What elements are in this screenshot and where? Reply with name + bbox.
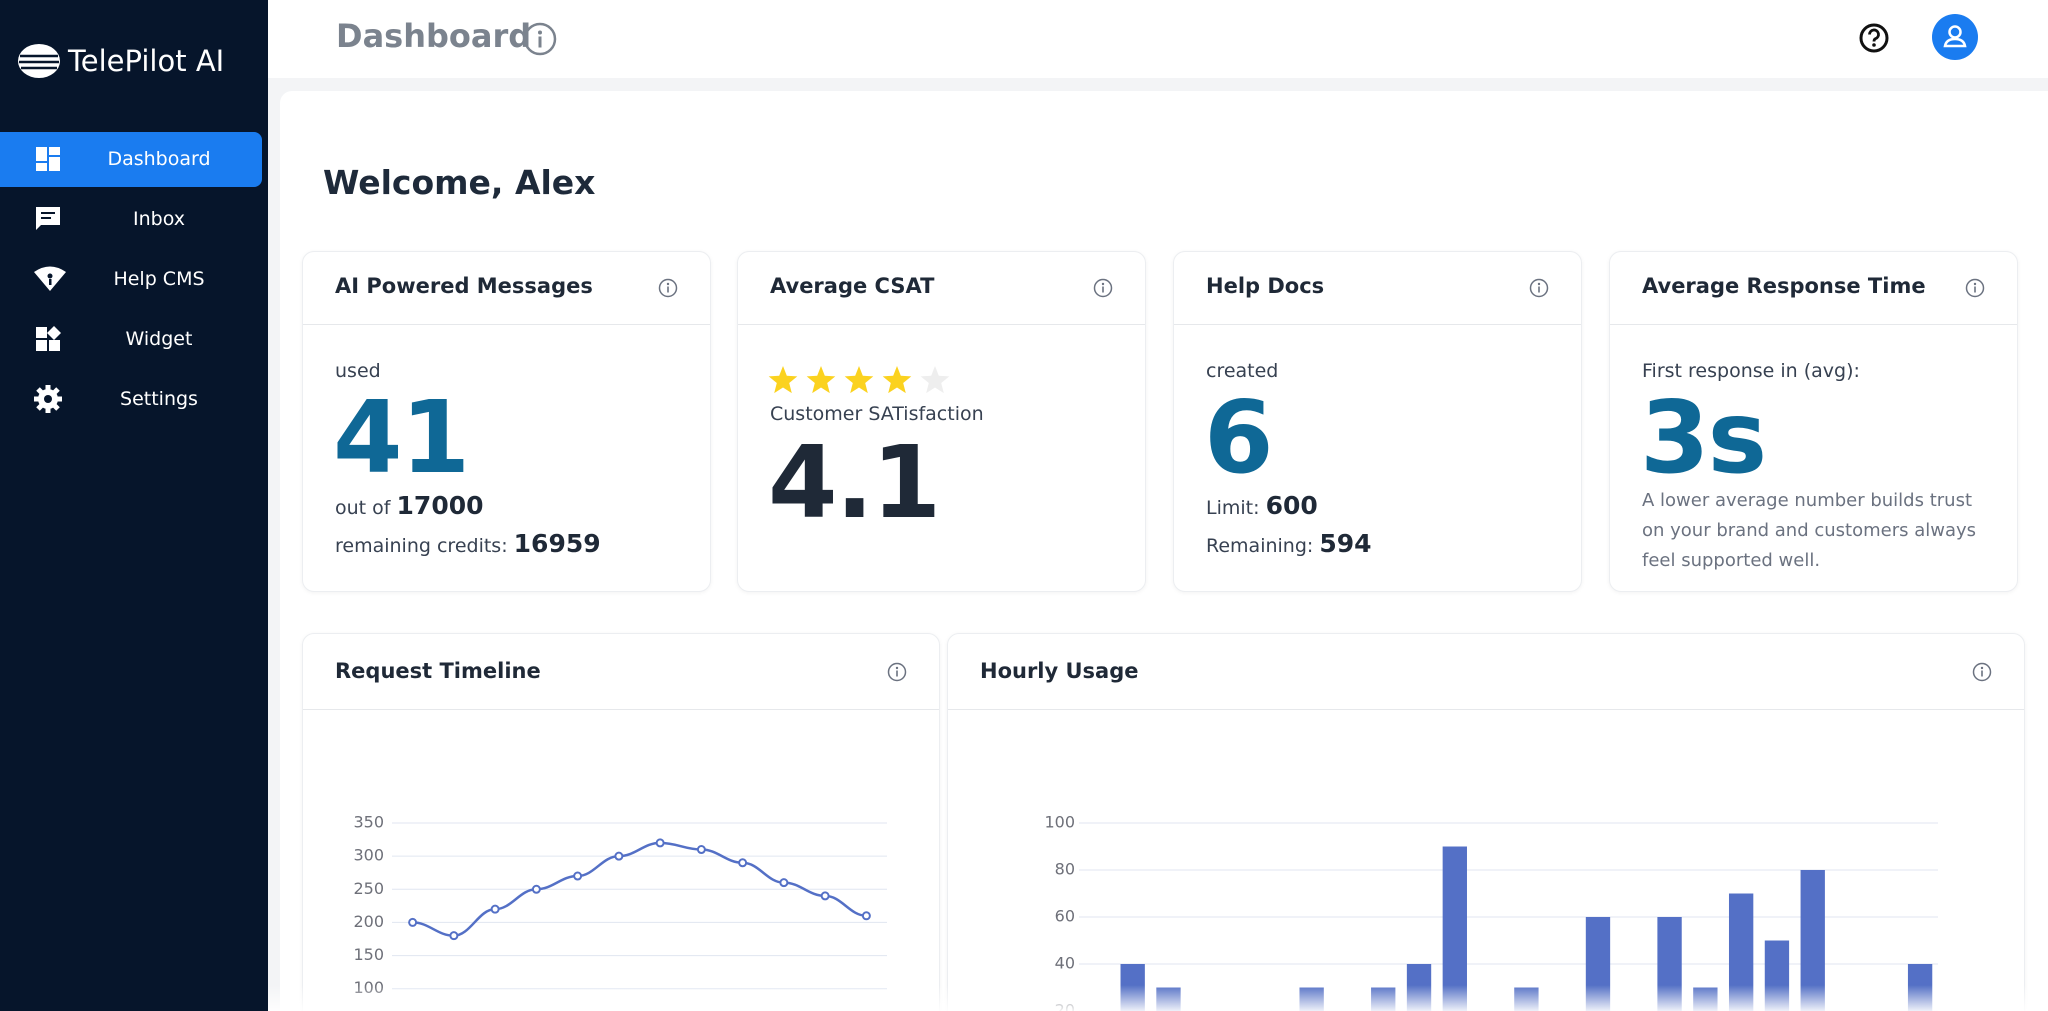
nav-item[interactable]: Widget xyxy=(0,312,262,367)
nav-label: Help CMS xyxy=(113,268,205,290)
chart-title: Request Timeline xyxy=(335,659,541,683)
chart-card: Hourly Usage xyxy=(947,633,2025,1011)
page-title: Dashboard xyxy=(336,17,532,55)
nav-icon xyxy=(36,326,61,351)
brand: TelePilot AI xyxy=(68,44,225,78)
nav-icon xyxy=(36,207,60,230)
chart-card: Request Timeline xyxy=(302,633,940,1011)
line-value: 600 xyxy=(1265,491,1318,520)
nav-item[interactable]: Help CMS xyxy=(0,252,262,307)
nav-label: Widget xyxy=(125,328,193,350)
info-icon[interactable] xyxy=(1529,278,1549,298)
caption: used xyxy=(335,360,381,382)
stat-line: remaining credits: 16959 xyxy=(335,529,601,558)
nav-icon xyxy=(34,385,62,413)
help-icon[interactable] xyxy=(1858,22,1890,54)
stat-card: Average Response Time First response in … xyxy=(1609,251,2018,592)
stat-card: Average CSAT Customer SATisfaction 4.1 xyxy=(737,251,1146,592)
line-label: Limit: xyxy=(1206,497,1260,519)
stat-value: 4.1 xyxy=(768,424,941,541)
star xyxy=(768,366,798,394)
card-header: Hourly Usage xyxy=(948,634,2024,710)
stat-value: 6 xyxy=(1204,379,1274,496)
stat-value: 41 xyxy=(333,379,470,496)
info-icon[interactable] xyxy=(523,22,557,56)
line-value: 16959 xyxy=(513,529,601,558)
card-header: Average CSAT xyxy=(738,252,1145,325)
card-header: AI Powered Messages xyxy=(303,252,710,325)
star-rating xyxy=(768,366,950,394)
star xyxy=(882,366,912,394)
nav-label: Dashboard xyxy=(107,148,211,170)
card-title: Help Docs xyxy=(1206,274,1325,298)
user-avatar[interactable] xyxy=(1932,14,1978,60)
caption: First response in (avg): xyxy=(1642,360,1860,382)
card-header: Request Timeline xyxy=(303,634,939,710)
nav-item[interactable]: Settings xyxy=(0,372,262,427)
nav-item[interactable]: Dashboard xyxy=(0,132,262,187)
info-icon[interactable] xyxy=(1093,278,1113,298)
card-header: Help Docs xyxy=(1174,252,1581,325)
stat-card: Help Docs created 6 Limit: 600 Remaining… xyxy=(1173,251,1582,592)
line-value: 17000 xyxy=(396,491,484,520)
line-label: remaining credits: xyxy=(335,535,508,557)
nav-label: Inbox xyxy=(133,208,185,230)
description: A lower average number builds trust on y… xyxy=(1642,490,1977,571)
stat-value: 3s xyxy=(1640,379,1767,496)
nav-icon xyxy=(36,147,60,171)
stat-line: Limit: 600 xyxy=(1206,491,1318,520)
info-icon[interactable] xyxy=(887,662,907,682)
stat-line: out of 17000 xyxy=(335,491,484,520)
star xyxy=(844,366,874,394)
line-label: Remaining: xyxy=(1206,535,1314,557)
caption: Customer SATisfaction xyxy=(770,403,984,425)
top-bar: Dashboard xyxy=(268,0,2048,78)
stat-card: AI Powered Messages used 41 out of 17000… xyxy=(302,251,711,592)
info-icon[interactable] xyxy=(1965,278,1985,298)
line-label: out of xyxy=(335,497,391,519)
chart-title: Hourly Usage xyxy=(980,659,1139,683)
stat-line: Remaining: 594 xyxy=(1206,529,1372,558)
card-title: AI Powered Messages xyxy=(335,274,593,298)
card-title: Average CSAT xyxy=(770,274,935,298)
caption: created xyxy=(1206,360,1279,382)
star xyxy=(806,366,836,394)
welcome: Welcome, Alex xyxy=(323,163,596,202)
card-title: Average Response Time xyxy=(1642,274,1926,298)
logo-icon xyxy=(18,44,60,78)
info-icon[interactable] xyxy=(1972,662,1992,682)
nav-item[interactable]: Inbox xyxy=(0,192,262,247)
line-value: 594 xyxy=(1319,529,1372,558)
info-icon[interactable] xyxy=(658,278,678,298)
card-header: Average Response Time xyxy=(1610,252,2017,325)
nav-label: Settings xyxy=(120,388,198,410)
star xyxy=(920,366,950,394)
nav-icon xyxy=(34,266,66,291)
sidebar: TelePilot AI Dashboard Inbox Help CMS Wi… xyxy=(0,0,268,1011)
